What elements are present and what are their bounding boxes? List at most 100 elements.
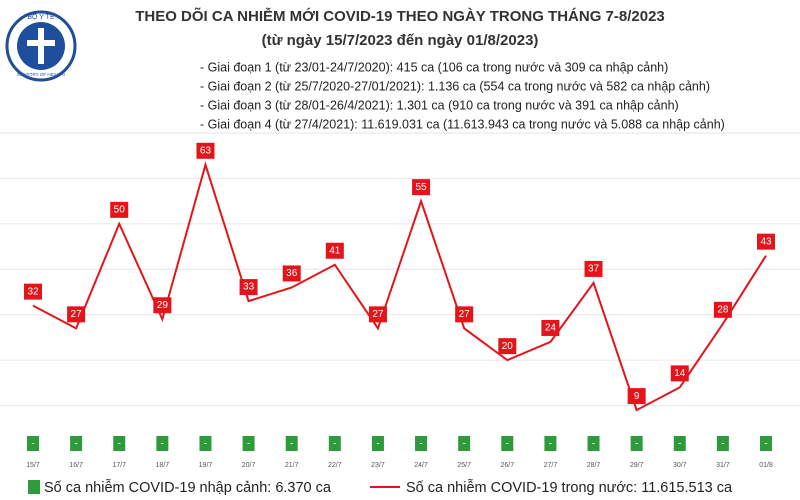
value-label: 50: [114, 204, 126, 215]
x-tick-label: 30/7: [673, 462, 687, 469]
value-label-box: [239, 279, 258, 296]
value-label: -: [506, 439, 509, 450]
value-label: 20: [502, 341, 514, 352]
value-label-box: [498, 338, 517, 355]
legend-label: Số ca nhiễm COVID-19 trong nước: 11.615.…: [406, 479, 733, 496]
value-label-box: [587, 436, 600, 451]
value-label-box: [368, 306, 387, 323]
value-label-box: [67, 306, 86, 323]
value-label: -: [721, 439, 724, 450]
value-label-box: [285, 436, 298, 451]
value-label-box: [670, 365, 689, 382]
value-label: 55: [415, 182, 427, 193]
x-tick-label: 21/7: [285, 462, 299, 469]
value-label-box: [328, 436, 341, 451]
value-label-box: [627, 388, 646, 405]
value-label: -: [592, 439, 595, 450]
value-label-box: [757, 233, 775, 250]
legend-swatch: [28, 480, 40, 494]
annotation: - Giai đoạn 2 (từ 25/7/2020-27/01/2021):…: [200, 79, 710, 93]
x-tick-label: 15/7: [26, 462, 40, 469]
value-label: 63: [200, 145, 212, 156]
value-label-box: [455, 306, 474, 323]
value-label: -: [333, 439, 336, 450]
value-label: 24: [545, 323, 557, 334]
value-label-box: [544, 436, 557, 451]
logo-top: BỘ Y TẾ: [27, 11, 55, 21]
legend-label: Số ca nhiễm COVID-19 nhập cảnh: 6.370 ca: [44, 479, 332, 496]
value-label-box: [713, 301, 732, 318]
value-label: -: [635, 439, 638, 450]
value-label: -: [290, 439, 293, 450]
x-tick-label: 27/7: [544, 462, 558, 469]
x-tick-label: 23/7: [371, 462, 385, 469]
value-label-box: [371, 436, 384, 451]
chart-title: THEO DÕI CA NHIỄM MỚI COVID-19 THEO NGÀY…: [135, 7, 665, 25]
value-label: -: [31, 439, 34, 450]
x-tick-label: 22/7: [328, 462, 342, 469]
value-label: -: [764, 439, 767, 450]
value-label: 32: [27, 286, 39, 297]
x-tick-label: 19/7: [199, 462, 213, 469]
x-tick-label: 17/7: [112, 462, 126, 469]
value-label: 14: [674, 368, 686, 379]
logo: BỘ Y TẾ MINISTRY OF HEALTH: [5, 10, 77, 82]
value-label-box: [70, 436, 83, 451]
annotation: - Giai đoạn 3 (từ 28/01-26/4/2021): 1.30…: [200, 98, 679, 112]
value-label-box: [27, 436, 39, 451]
value-label-box: [760, 436, 772, 451]
value-label-box: [199, 436, 212, 451]
x-tick-label: 26/7: [500, 462, 514, 469]
value-label: 27: [372, 309, 384, 320]
value-label-box: [156, 436, 169, 451]
value-label: -: [463, 439, 466, 450]
value-label-box: [415, 436, 428, 451]
value-label-box: [630, 436, 643, 451]
value-label-box: [673, 436, 686, 451]
x-tick-label: 24/7: [414, 462, 428, 469]
value-label-box: [282, 265, 301, 282]
value-label-box: [412, 179, 431, 196]
value-label: -: [549, 439, 552, 450]
value-label: 33: [243, 282, 255, 293]
value-label: 27: [459, 309, 471, 320]
value-label: -: [161, 439, 164, 450]
annotation: - Giai đoạn 1 (từ 23/01-24/7/2020): 415 …: [200, 60, 668, 74]
value-label: -: [678, 439, 681, 450]
value-label: -: [247, 439, 250, 450]
value-label: -: [74, 439, 77, 450]
value-label: 36: [286, 268, 298, 279]
x-tick-label: 29/7: [630, 462, 644, 469]
x-tick-label: 18/7: [156, 462, 170, 469]
value-label: 37: [588, 264, 600, 275]
value-label: 28: [717, 304, 729, 315]
value-label-box: [541, 319, 560, 336]
x-tick-label: 31/7: [716, 462, 730, 469]
value-label: -: [376, 439, 379, 450]
logo-bottom: MINISTRY OF HEALTH: [17, 72, 65, 77]
x-tick-label: 28/7: [587, 462, 601, 469]
value-label: 9: [634, 391, 640, 402]
value-label-box: [325, 242, 344, 259]
value-label: 43: [760, 236, 772, 247]
value-label: 29: [157, 300, 169, 311]
x-tick-label: 01/8: [759, 462, 773, 469]
value-label-box: [458, 436, 471, 451]
value-label-box: [113, 436, 126, 451]
annotation: - Giai đoạn 4 (từ 27/4/2021): 11.619.031…: [200, 117, 725, 131]
line: [32, 161, 767, 412]
value-label: -: [419, 439, 422, 450]
value-label: -: [118, 439, 121, 450]
x-tick-label: 20/7: [242, 462, 256, 469]
value-label: 27: [71, 309, 83, 320]
x-tick-label: 16/7: [69, 462, 83, 469]
value-label-box: [196, 142, 215, 159]
value-label-box: [716, 436, 729, 451]
value-label: -: [204, 439, 207, 450]
value-label: 41: [329, 245, 341, 256]
value-label-box: [501, 436, 514, 451]
value-label-box: [24, 283, 42, 300]
value-label-box: [153, 297, 172, 314]
chart-subtitle: (từ ngày 15/7/2023 đến ngày 01/8/2023): [262, 32, 539, 49]
